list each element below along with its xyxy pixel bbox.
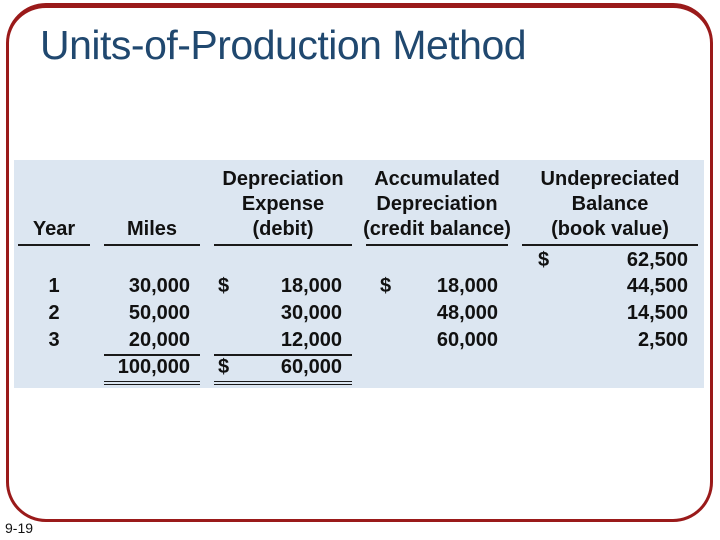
total-depreciation-expense-cell: $ 60,000 [214,354,352,385]
currency-symbol: $ [380,275,392,297]
empty-cell [18,354,90,385]
slide-title: Units-of-Production Method [40,22,527,68]
column-header-accumulated-depreciation: Accumulated Depreciation (credit balance… [363,166,511,246]
undepreciated-balance-cell: 14,500 [626,302,688,324]
page-number: 9-19 [5,520,34,536]
header-line: Miles [126,218,178,240]
beginning-balance-row: $ 62,500 [18,246,700,273]
empty-cell [522,354,698,385]
year-cell: 3 [48,329,60,351]
column-header-undepreciated-balance: Undepreciated Balance (book value) [522,166,698,246]
miles-cell: 20,000 [104,327,200,356]
header-line: (debit) [252,218,314,240]
table-row-year-3: 3 20,000 12,000 60,000 2,500 [18,327,700,356]
column-header-miles: Miles [104,166,200,246]
currency-symbol: $ [538,249,550,271]
empty-cell [366,354,508,385]
accumulated-depreciation-cell: 48,000 [436,302,498,324]
header-line: Year [32,218,76,240]
beginning-balance-cell: $ 62,500 [522,248,698,273]
accumulated-depreciation-value: 18,000 [436,275,498,297]
table-totals-row: 100,000 $ 60,000 [18,354,700,385]
total-depreciation-expense-value: 60,000 [280,356,342,378]
total-miles-cell: 100,000 [104,354,200,385]
empty-cell [104,248,200,273]
year-cell: 2 [48,302,60,324]
header-line: Undepreciated [540,168,680,190]
header-line: (book value) [551,218,669,240]
depreciation-schedule-table: Year Miles Depreciation Expense (debit) … [14,160,704,388]
table-row-year-1: 1 30,000 $ 18,000 $ 18,000 44,500 [18,273,700,300]
undepreciated-balance-cell: 2,500 [637,329,688,351]
depreciation-expense-cell: 12,000 [214,327,352,356]
empty-cell [366,248,508,273]
depreciation-expense-cell: $ 18,000 [214,273,352,300]
miles-cell: 50,000 [128,302,190,324]
year-cell: 1 [48,275,60,297]
header-line: Expense [241,193,325,215]
header-line: Balance [571,193,649,215]
table-header-row: Year Miles Depreciation Expense (debit) … [18,166,700,246]
header-line: Accumulated [374,168,500,190]
accumulated-depreciation-cell: 60,000 [436,329,498,351]
currency-symbol: $ [218,356,230,378]
empty-cell [18,248,90,273]
slide-border [6,3,713,522]
header-line: Depreciation [376,193,498,215]
column-header-depreciation-expense: Depreciation Expense (debit) [214,166,352,246]
header-line: (credit balance) [363,218,511,240]
miles-cell: 30,000 [128,275,190,297]
depreciation-expense-cell: 30,000 [280,302,342,324]
depreciation-expense-value: 18,000 [280,275,342,297]
currency-symbol: $ [218,275,230,297]
header-line: Depreciation [222,168,344,190]
empty-cell [214,248,352,273]
table-row-year-2: 2 50,000 30,000 48,000 14,500 [18,300,700,327]
beginning-balance-value: 62,500 [626,249,688,271]
accumulated-depreciation-cell: $ 18,000 [366,273,508,300]
undepreciated-balance-cell: 44,500 [626,275,688,297]
column-header-year: Year [18,166,90,246]
